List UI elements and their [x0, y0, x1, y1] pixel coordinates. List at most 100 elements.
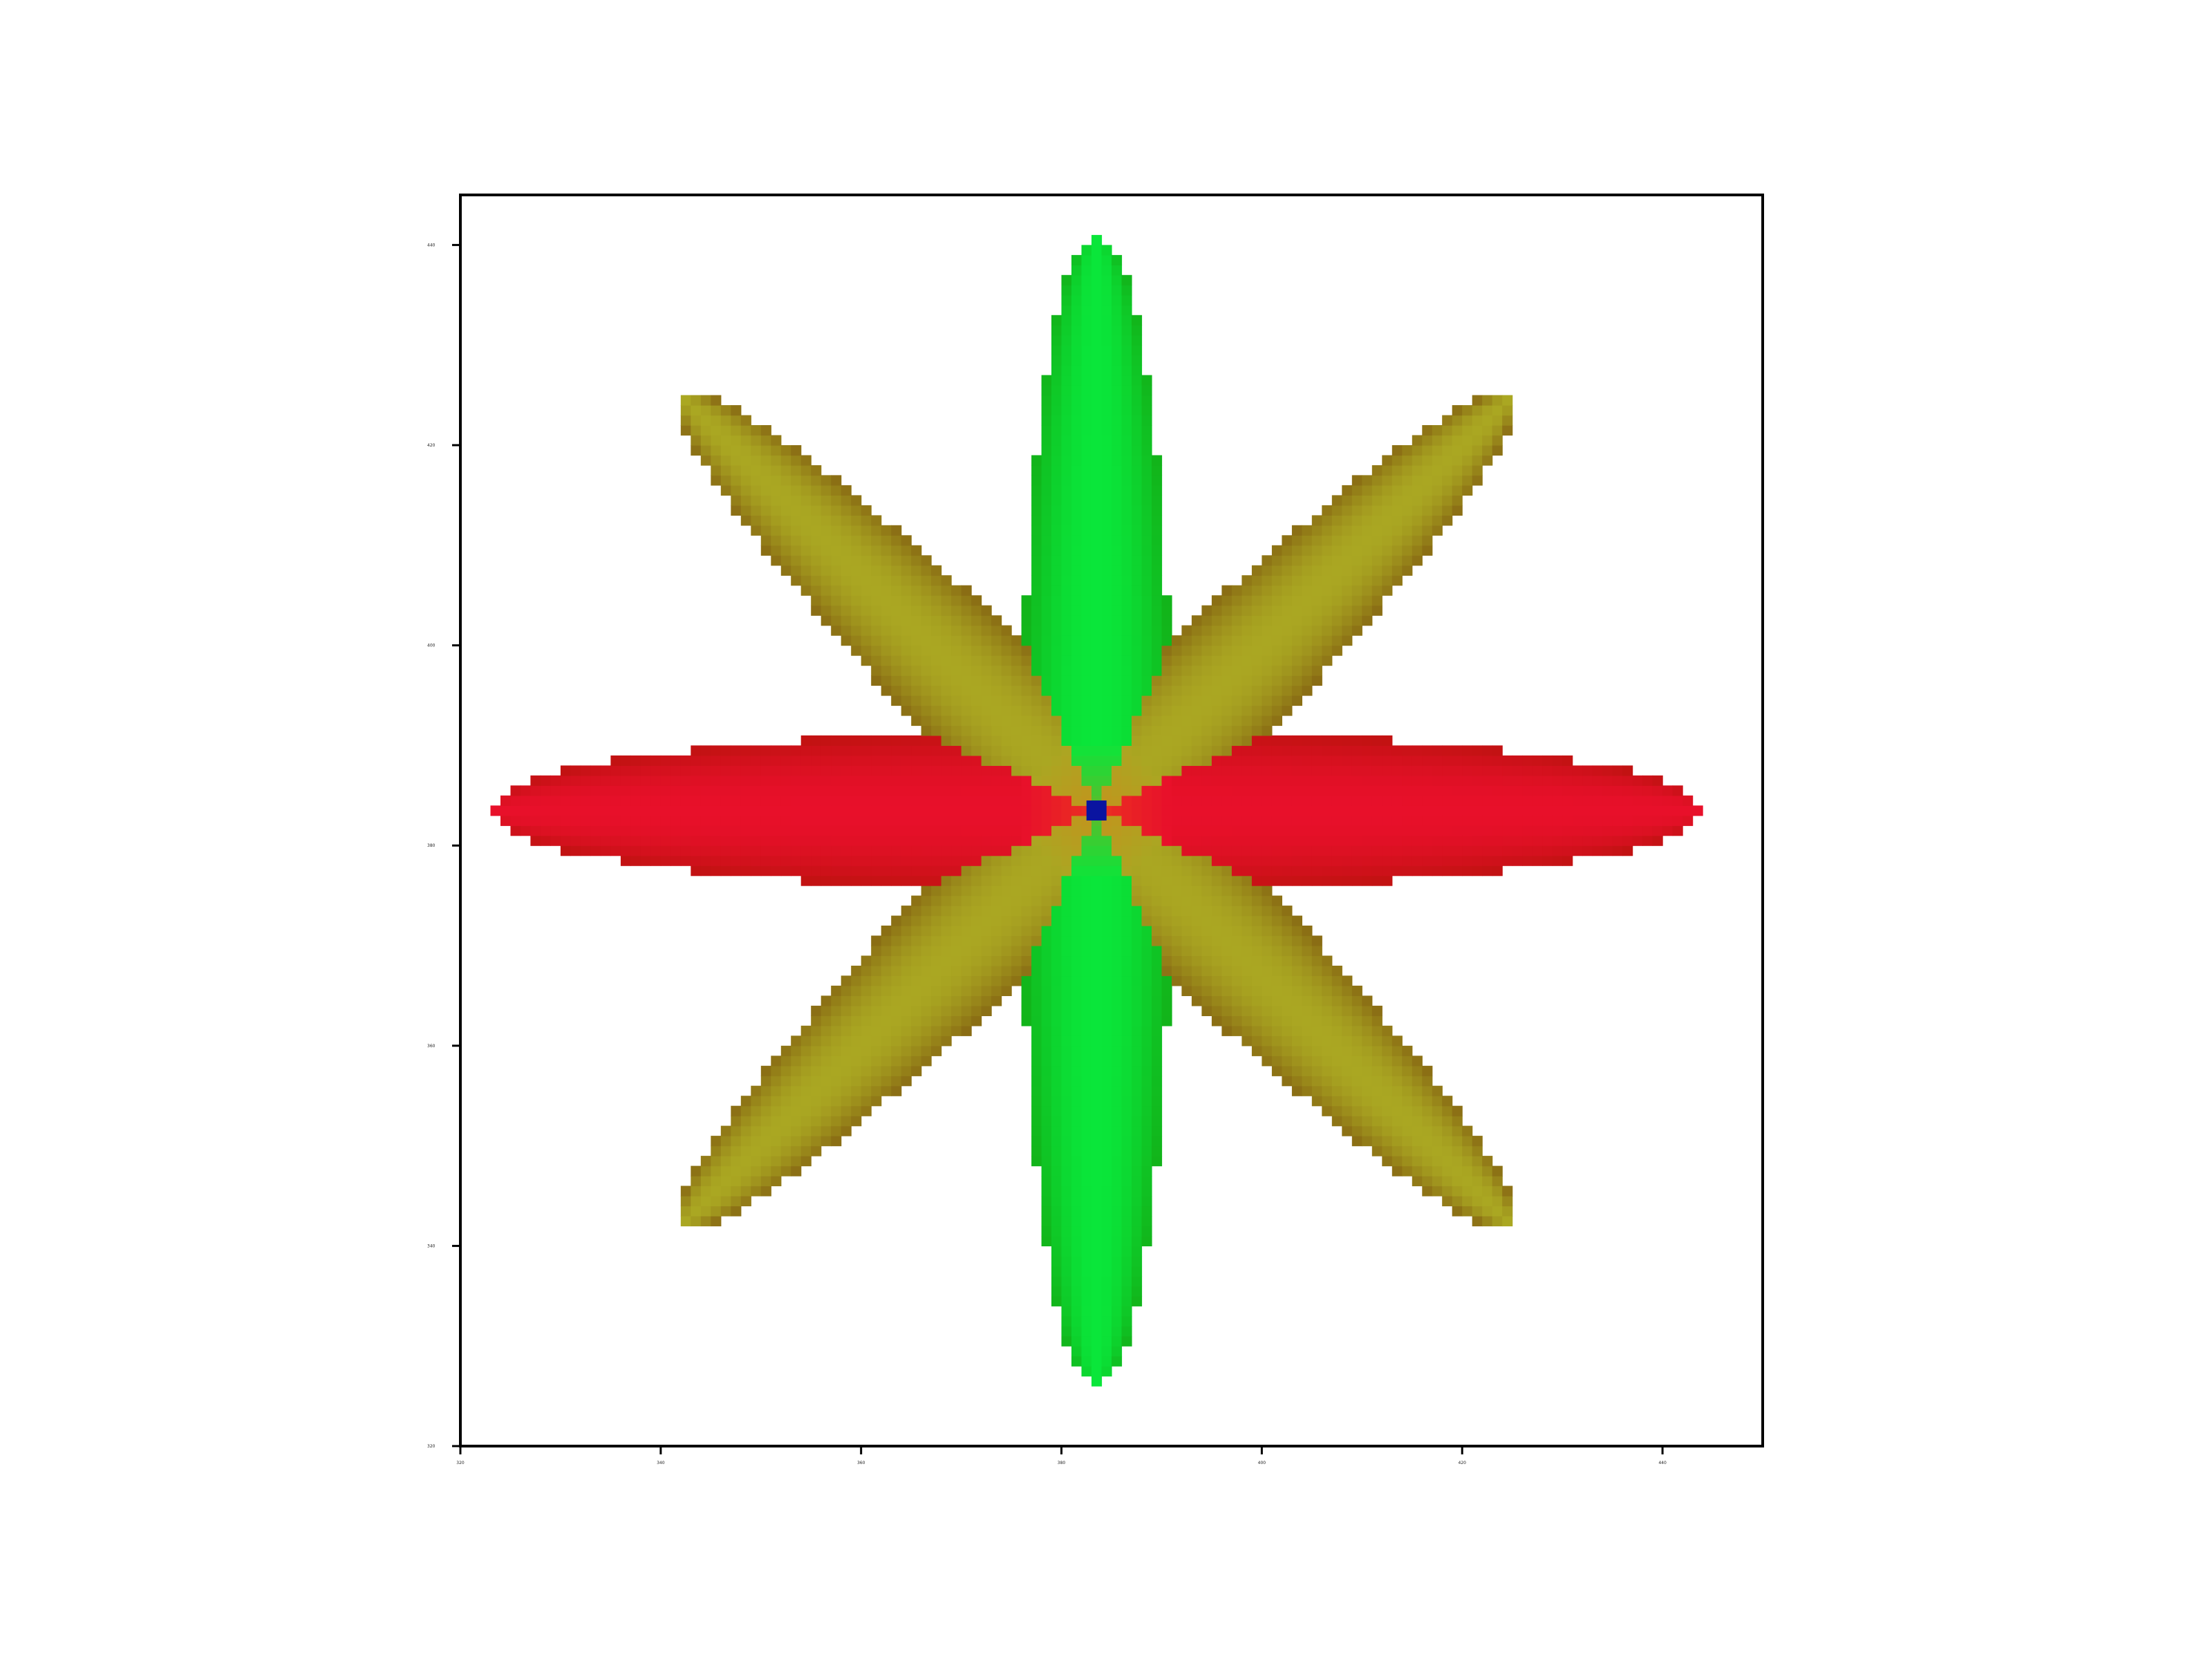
heatmap-cell [1422, 1065, 1433, 1076]
heatmap-cell [911, 995, 922, 1006]
heatmap-cell [1191, 665, 1202, 676]
heatmap-cell [921, 885, 932, 897]
heatmap-cell [921, 865, 932, 877]
heatmap-cell [1091, 445, 1103, 456]
heatmap-cell [1101, 1196, 1112, 1207]
heatmap-cell [871, 525, 882, 536]
heatmap-cell [1452, 485, 1463, 496]
heatmap-cell [1251, 625, 1262, 636]
heatmap-cell [921, 685, 932, 696]
heatmap-cell [1362, 805, 1373, 816]
heatmap-cell [1061, 645, 1072, 656]
heatmap-cell [951, 705, 962, 716]
heatmap-cell [1331, 985, 1342, 996]
heatmap-cell [1351, 1076, 1362, 1087]
heatmap-cell [1231, 955, 1242, 966]
heatmap-cell [1141, 575, 1152, 586]
heatmap-cell [811, 565, 822, 576]
heatmap-cell [731, 1125, 742, 1136]
heatmap-cell [1362, 535, 1373, 546]
heatmap-cell [1141, 735, 1152, 746]
heatmap-cell [861, 565, 872, 576]
heatmap-cell [1101, 1306, 1112, 1317]
heatmap-cell [1462, 815, 1473, 826]
heatmap-cell [1371, 805, 1382, 816]
heatmap-cell [700, 1165, 711, 1177]
heatmap-cell [1351, 595, 1362, 606]
heatmap-cell [1652, 835, 1663, 846]
heatmap-cell [811, 1065, 822, 1076]
heatmap-cell [1172, 926, 1183, 937]
heatmap-cell [1412, 495, 1423, 506]
heatmap-cell [1362, 595, 1373, 606]
heatmap-cell [1051, 955, 1062, 966]
heatmap-cell [1141, 415, 1152, 426]
heatmap-cell [1452, 445, 1463, 456]
heatmap-cell [751, 425, 762, 436]
heatmap-cell [911, 825, 922, 836]
heatmap-cell [961, 995, 972, 1006]
heatmap-cell [931, 966, 942, 977]
heatmap-cell [821, 825, 832, 836]
heatmap-cell [1502, 415, 1513, 426]
heatmap-cell [1121, 335, 1132, 346]
heatmap-cell [1181, 635, 1192, 646]
heatmap-cell [1652, 825, 1663, 836]
heatmap-cell [1472, 775, 1483, 786]
heatmap-cell [1101, 665, 1112, 676]
heatmap-cell [1291, 745, 1302, 756]
heatmap-cell [1121, 735, 1132, 746]
heatmap-cell [841, 555, 852, 566]
heatmap-cell [1081, 975, 1092, 986]
heatmap-cell [1081, 926, 1092, 937]
heatmap-cell [700, 775, 711, 786]
heatmap-cell [1342, 745, 1353, 756]
heatmap-cell [760, 1096, 771, 1107]
heatmap-cell [600, 845, 611, 856]
heatmap-cell [580, 805, 591, 816]
heatmap-cell [1141, 985, 1152, 996]
heatmap-cell [1241, 926, 1253, 937]
heatmap-cell [1121, 1015, 1132, 1027]
heatmap-cell [1021, 805, 1032, 816]
heatmap-cell [711, 1185, 722, 1197]
heatmap-cell [1442, 495, 1453, 506]
heatmap-cell [751, 1116, 762, 1127]
heatmap-cell [1091, 1376, 1103, 1387]
heatmap-cell [1351, 1056, 1362, 1067]
heatmap-cell [1582, 845, 1593, 856]
heatmap-cell [1141, 445, 1152, 456]
heatmap-cell [1342, 585, 1353, 596]
heatmap-cell [1342, 1116, 1353, 1127]
heatmap-cell [570, 765, 581, 776]
heatmap-cell [720, 865, 731, 877]
heatmap-cell [931, 1005, 942, 1016]
heatmap-cell [851, 495, 862, 506]
heatmap-cell [1191, 615, 1202, 626]
heatmap-cell [1061, 775, 1072, 786]
heatmap-cell [881, 615, 892, 626]
heatmap-cell [1051, 1065, 1062, 1076]
heatmap-cell [1342, 545, 1353, 556]
heatmap-cell [1121, 1196, 1132, 1207]
heatmap-cell [931, 855, 942, 866]
heatmap-cell [1041, 935, 1052, 946]
heatmap-cell [1112, 1226, 1123, 1237]
heatmap-cell [871, 1035, 882, 1047]
heatmap-cell [1132, 1116, 1143, 1127]
heatmap-cell [1172, 855, 1183, 866]
heatmap-cell [1031, 685, 1042, 696]
heatmap-cell [1061, 505, 1072, 516]
heatmap-cell [1091, 315, 1103, 326]
heatmap-cell [771, 525, 782, 536]
heatmap-cell [1061, 1335, 1072, 1347]
heatmap-cell [1602, 845, 1613, 856]
heatmap-cell [1402, 565, 1413, 576]
heatmap-cell [1152, 735, 1163, 746]
heatmap-cell [1152, 1096, 1163, 1107]
heatmap-cell [841, 515, 852, 526]
heatmap-cell [1091, 234, 1103, 245]
heatmap-cell [700, 815, 711, 826]
heatmap-cell [931, 906, 942, 917]
heatmap-cell [1201, 735, 1212, 746]
